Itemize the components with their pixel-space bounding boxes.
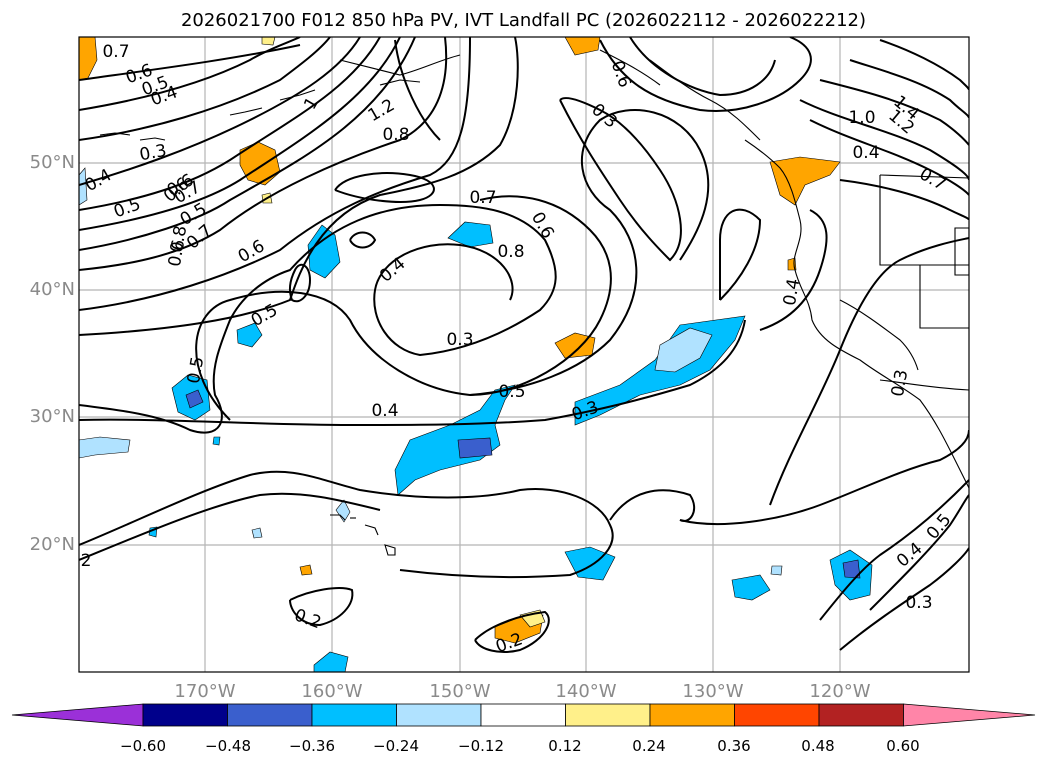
colorbar (11, 703, 1036, 727)
colorbar-tick: −0.12 (458, 737, 504, 755)
map-title: 2026021700 F012 850 hPa PV, IVT Landfall… (180, 10, 867, 31)
contour-label: 0.4 (780, 277, 804, 307)
colorbar-segment (480, 703, 566, 727)
contour-label: 0.5 (184, 355, 208, 385)
contour-label: 0.3 (446, 330, 473, 350)
colorbar-segment (818, 703, 904, 727)
lat-label-30n: 30°N (29, 406, 75, 427)
colorbar-segment (311, 703, 397, 727)
colorbar-segment (396, 703, 482, 727)
contour-label: 0.3 (888, 368, 912, 398)
colorbar-tick: 0.48 (801, 737, 835, 755)
colorbar-tick: 0.60 (886, 737, 920, 755)
contour-label: 0.3 (905, 593, 932, 613)
coastlines (99, 49, 969, 556)
lon-label-160w: 160°W (301, 681, 363, 702)
lat-label-40n: 40°N (29, 279, 75, 300)
contour-label: 0.8 (382, 125, 409, 145)
contour-label: 0.7 (469, 188, 496, 208)
contour-label: 0.4 (371, 401, 398, 421)
contour-label: 0.3 (138, 141, 168, 165)
contour-label: 0.5 (498, 382, 525, 402)
lat-label-20n: 20°N (29, 534, 75, 555)
colorbar-segment (565, 703, 651, 727)
lon-label-130w: 130°W (682, 681, 744, 702)
colorbar-tick: −0.24 (373, 737, 419, 755)
colorbar-tick: −0.36 (289, 737, 335, 755)
contour-labels: 0.70.60.50.40.31 1.20.80.50.60.30.61.41.2… (81, 42, 956, 657)
colorbar-arrow-right (903, 703, 1036, 727)
plot-frame (78, 36, 970, 673)
contour-label: 2 (81, 551, 92, 571)
lat-label-50n: 50°N (29, 152, 75, 173)
pv-contours (79, 37, 969, 653)
lon-label-150w: 150°W (429, 681, 491, 702)
colorbar-tick: −0.48 (205, 737, 251, 755)
colorbar-arrow-left (11, 703, 144, 727)
colorbar-tick: −0.60 (120, 737, 166, 755)
colorbar-tick: 0.12 (548, 737, 582, 755)
colorbar-segment (734, 703, 820, 727)
colorbar-tick: 0.36 (717, 737, 751, 755)
contour-label: 0.7 (102, 42, 129, 62)
colorbar-segment (227, 703, 313, 727)
contour-label: 0.8 (167, 224, 191, 254)
contour-label: 0.4 (852, 143, 879, 163)
colorbar-segment (142, 703, 228, 727)
lon-label-120w: 120°W (809, 681, 871, 702)
contour-label: 0.6 (165, 238, 189, 268)
lon-label-170w: 170°W (174, 681, 236, 702)
colorbar-tick: 0.24 (632, 737, 666, 755)
contour-label: 0.8 (497, 242, 524, 262)
colorbar-segment (649, 703, 735, 727)
plot-area (79, 37, 969, 672)
lon-label-140w: 140°W (555, 681, 617, 702)
contour-label: 1.0 (848, 108, 875, 128)
